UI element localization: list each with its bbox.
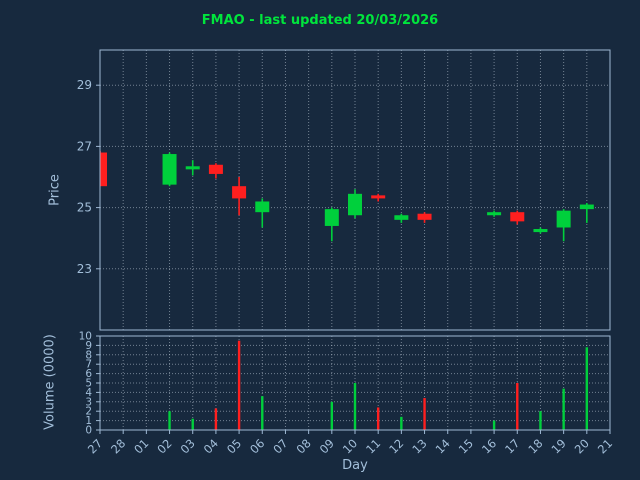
volume-bar: [353, 383, 357, 430]
candle-body: [162, 154, 177, 185]
tick-label: 01: [131, 436, 151, 456]
tick-label: 09: [317, 436, 337, 456]
candle-body: [348, 193, 362, 216]
tick-label: 10: [340, 436, 360, 456]
tick-label: 28: [108, 436, 128, 456]
gridlines: [99, 50, 611, 431]
tick-label: 9: [85, 340, 92, 352]
tick-label: 14: [433, 436, 453, 456]
candle-body: [579, 204, 594, 210]
volume-bar: [562, 388, 565, 430]
tick-label: 23: [77, 262, 92, 276]
tick-label: 16: [479, 436, 499, 456]
tick-label: 27: [77, 139, 92, 153]
tick-label: 0: [85, 425, 92, 437]
volume-bar: [400, 416, 403, 430]
candle-body: [533, 229, 548, 233]
tick-label: 02: [154, 436, 174, 456]
volume-bar: [261, 396, 264, 430]
tick-label: 03: [178, 436, 198, 456]
candle-body: [255, 201, 270, 213]
axis-ticks: [96, 84, 611, 434]
tick-label: 2: [85, 406, 92, 418]
tick-label: 19: [549, 436, 569, 456]
candle-body: [417, 213, 432, 220]
tick-label: 29: [77, 78, 92, 92]
day-axis-label: Day: [342, 458, 368, 473]
volume-bar: [423, 398, 426, 430]
tick-label: 11: [363, 436, 383, 456]
candle-body: [185, 166, 200, 170]
tick-label: 06: [247, 436, 267, 456]
volume-bar: [214, 408, 218, 430]
tick-label: 07: [270, 436, 290, 456]
tick-label: 21: [595, 436, 615, 456]
volume-bar: [330, 401, 334, 430]
volume-bar: [168, 411, 171, 430]
tick-label: 10: [79, 331, 92, 343]
chart-title: FMAO - last updated 20/03/2026: [201, 13, 439, 28]
candle-body: [232, 186, 247, 199]
tick-label: 5: [85, 378, 92, 390]
tick-label: 04: [201, 436, 221, 456]
tick-label: 05: [224, 436, 244, 456]
tick-label: 3: [85, 396, 92, 408]
tick-label: 4: [85, 387, 92, 399]
volume-bar: [191, 418, 194, 430]
tick-label: 15: [456, 436, 476, 456]
candle-body: [556, 210, 571, 228]
candle-body: [510, 212, 525, 222]
volume-bar: [585, 347, 589, 430]
candle-body: [100, 152, 107, 187]
tick-label: 13: [409, 436, 429, 456]
tick-label: 6: [85, 368, 92, 380]
tick-label: 7: [85, 359, 92, 371]
tick-label: 8: [85, 349, 92, 361]
candle-body: [324, 209, 339, 226]
volume-bar: [492, 420, 496, 430]
volume-bar: [237, 340, 241, 430]
volume-bar: [539, 411, 542, 430]
tick-label: 17: [502, 436, 522, 456]
tick-label: 20: [572, 436, 592, 456]
tick-label: 27: [85, 436, 105, 456]
tick-label: 25: [77, 201, 92, 215]
candles: [100, 150, 594, 242]
candle-body: [487, 212, 502, 216]
candle-body: [371, 195, 386, 199]
candle-body: [394, 215, 409, 220]
tick-label: 08: [294, 436, 314, 456]
tick-label: 1: [85, 415, 92, 427]
tick-label: 12: [386, 436, 406, 456]
tick-label: 18: [525, 436, 545, 456]
candle-body: [208, 164, 223, 174]
volume-bar: [376, 407, 380, 430]
volume-bar: [516, 383, 519, 430]
volume-bars: [168, 340, 589, 430]
